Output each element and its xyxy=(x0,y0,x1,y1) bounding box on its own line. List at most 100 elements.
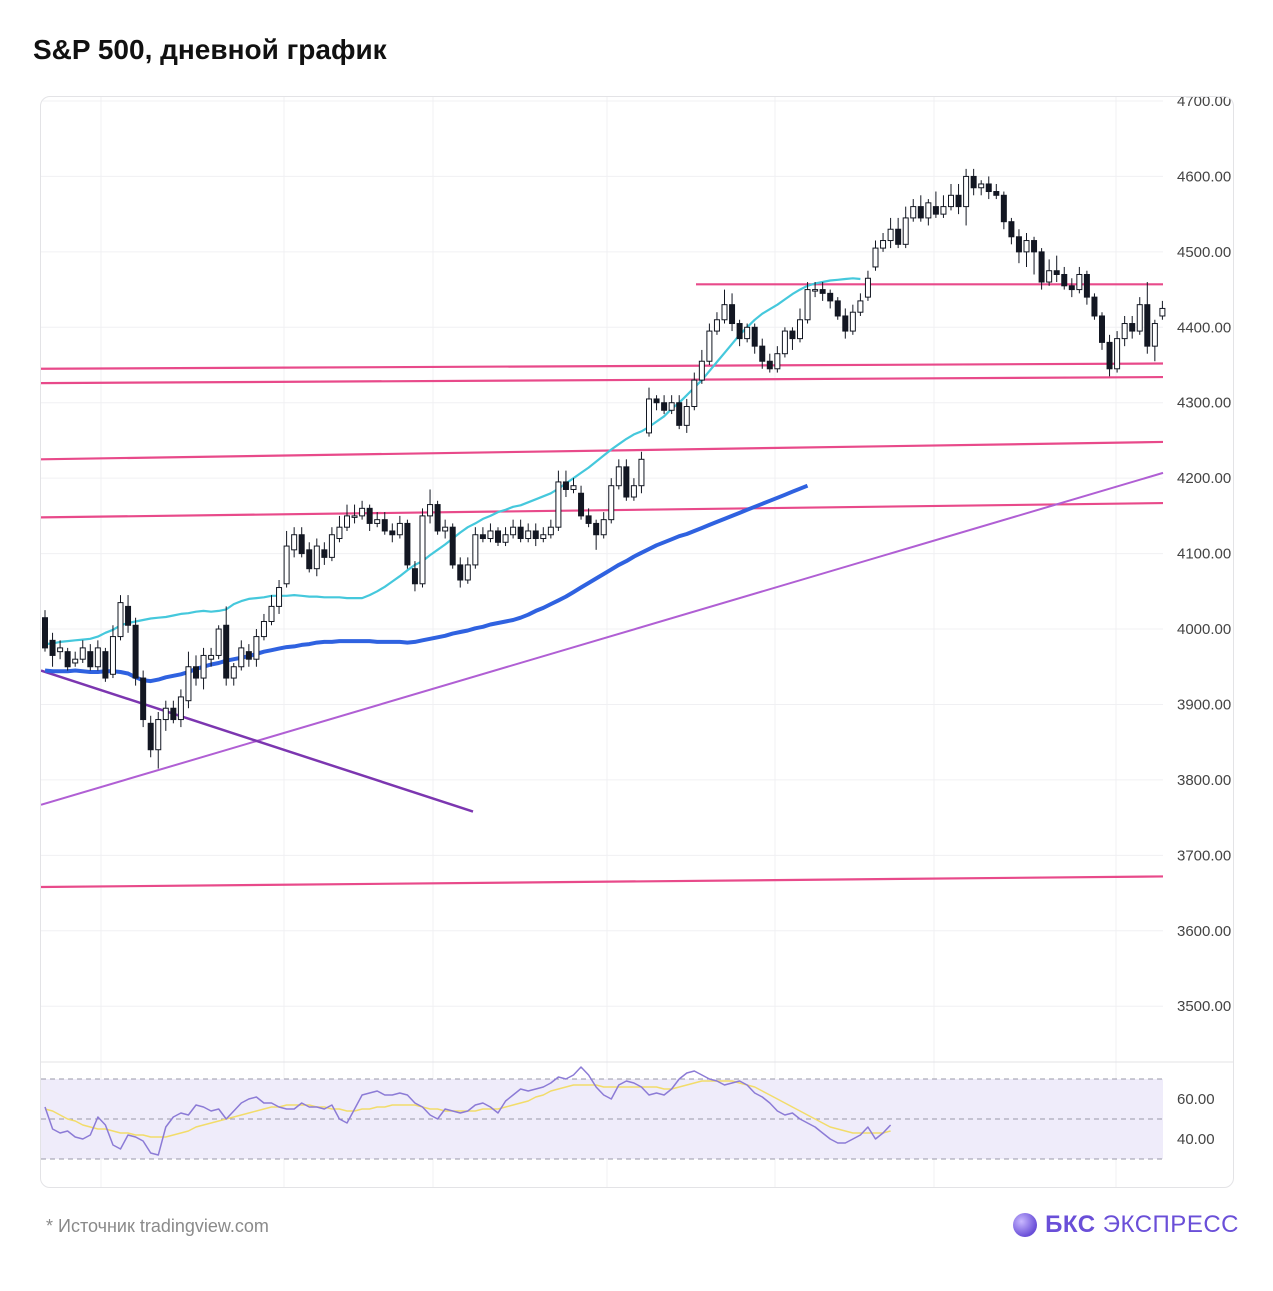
candle-body xyxy=(729,304,736,325)
candle-body xyxy=(804,289,811,321)
candle-body xyxy=(208,654,215,660)
candle-body xyxy=(668,402,675,411)
candle-body xyxy=(1136,304,1143,332)
candle-body xyxy=(193,666,199,679)
candle-body xyxy=(902,217,909,245)
candle-body xyxy=(540,534,547,540)
candle-body xyxy=(781,330,788,355)
candles-group xyxy=(42,168,1166,769)
candle-body xyxy=(185,666,192,702)
candle-body xyxy=(834,300,841,317)
candle-body xyxy=(230,666,237,679)
candle-body xyxy=(109,636,116,675)
candle-body xyxy=(1159,307,1166,317)
candle-body xyxy=(449,526,456,566)
candle-body xyxy=(1091,296,1098,317)
rsi-tick-label: 40.00 xyxy=(1177,1131,1215,1148)
candle-body xyxy=(857,300,864,313)
candle-body xyxy=(79,647,86,660)
candle-body xyxy=(698,360,705,381)
y-tick-label: 4100.00 xyxy=(1177,546,1231,563)
candle-body xyxy=(170,707,177,721)
candle-body xyxy=(646,398,652,434)
candle-body xyxy=(42,617,48,649)
y-tick-label: 4600.00 xyxy=(1177,168,1231,185)
candle-body xyxy=(177,696,184,721)
candle-body xyxy=(917,206,924,219)
candle-body xyxy=(955,194,962,208)
candle-body xyxy=(57,647,64,653)
candle-body xyxy=(910,206,917,219)
candle-body xyxy=(562,481,569,490)
resistance-level-line xyxy=(41,375,1164,385)
chart-title: S&P 500, дневной график xyxy=(33,34,387,65)
resistance-level-line xyxy=(41,362,1164,370)
resistance-level-line xyxy=(41,875,1164,889)
chart-frame: 3500.00 3600.00 3700.00 3800.00 3900.00 4000.… xyxy=(40,96,1234,1188)
candle-body xyxy=(797,319,803,340)
candle-body xyxy=(457,564,464,581)
candle-body xyxy=(464,564,471,581)
candle-body xyxy=(1061,273,1068,287)
candle-body xyxy=(253,636,260,660)
candle-body xyxy=(411,568,418,585)
y-tick-label: 4300.00 xyxy=(1177,395,1231,412)
candle-body xyxy=(706,330,713,362)
candle-body xyxy=(600,519,607,536)
candle-body xyxy=(676,402,683,426)
resistance-level-line xyxy=(41,501,1164,519)
candle-body xyxy=(502,534,509,543)
candle-body xyxy=(419,515,426,585)
candle-body xyxy=(932,206,939,215)
y-tick-label: 4400.00 xyxy=(1177,319,1231,336)
candle-body xyxy=(1031,240,1038,253)
price-chart: 3500.00 3600.00 3700.00 3800.00 3900.00 4000.… xyxy=(41,97,1233,1187)
candle-body xyxy=(736,323,743,340)
candle-body xyxy=(427,504,434,517)
candle-body xyxy=(495,530,501,543)
y-tick-label: 4700.00 xyxy=(1177,97,1231,110)
candle-body xyxy=(434,504,441,532)
candle-body xyxy=(578,492,585,517)
candle-body xyxy=(993,191,1000,196)
source-note: * Источник tradingview.com xyxy=(46,1216,269,1236)
candle-body xyxy=(87,651,94,668)
y-tick-label: 3700.00 xyxy=(1177,847,1231,864)
y-tick-label: 4200.00 xyxy=(1177,470,1231,487)
candle-body xyxy=(359,507,366,517)
candle-body xyxy=(336,526,343,540)
candle-body xyxy=(970,175,977,189)
candle-body xyxy=(827,292,834,302)
candle-body xyxy=(766,360,773,370)
candle-body xyxy=(1144,304,1151,347)
candle-body xyxy=(1106,341,1113,370)
candle-body xyxy=(661,402,668,411)
candle-body xyxy=(1151,323,1158,347)
candle-body xyxy=(630,485,637,498)
candle-body xyxy=(404,522,411,566)
candle-body xyxy=(713,319,720,332)
candle-body xyxy=(842,315,849,332)
candle-body xyxy=(276,587,283,607)
candle-body xyxy=(880,240,887,249)
candle-body xyxy=(306,549,313,570)
uptrend-line xyxy=(41,471,1164,806)
candle-body xyxy=(1046,270,1053,283)
candle-body xyxy=(94,647,101,668)
candle-body xyxy=(653,398,660,404)
candle-body xyxy=(691,379,698,408)
candle-body xyxy=(963,175,970,208)
candle-body xyxy=(849,311,856,332)
y-tick-label: 4000.00 xyxy=(1177,621,1231,638)
candle-body xyxy=(72,658,79,664)
candle-body xyxy=(245,651,252,660)
candle-body xyxy=(789,330,796,340)
candle-body xyxy=(638,458,645,487)
candle-body xyxy=(887,228,894,242)
candle-body xyxy=(298,534,305,555)
y-tick-label: 3800.00 xyxy=(1177,772,1231,789)
candle-body xyxy=(555,481,562,528)
candle-body xyxy=(1114,338,1121,370)
candle-body xyxy=(117,602,124,638)
candle-body xyxy=(1129,323,1136,332)
